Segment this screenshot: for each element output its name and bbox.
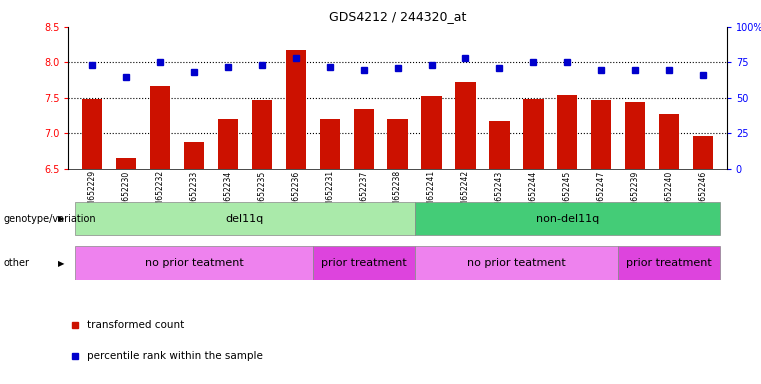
Text: other: other	[4, 258, 30, 268]
Title: GDS4212 / 244320_at: GDS4212 / 244320_at	[329, 10, 466, 23]
Text: ▶: ▶	[58, 214, 65, 223]
Text: transformed count: transformed count	[87, 321, 184, 331]
Text: prior treatment: prior treatment	[626, 258, 712, 268]
Bar	[387, 119, 408, 169]
Bar	[184, 142, 204, 169]
Text: percentile rank within the sample: percentile rank within the sample	[87, 351, 263, 361]
Text: no prior teatment: no prior teatment	[145, 258, 244, 268]
Bar	[591, 100, 611, 169]
Bar	[75, 202, 415, 235]
Bar	[455, 81, 476, 169]
Bar	[693, 136, 713, 169]
Bar	[659, 114, 680, 169]
Bar	[75, 247, 313, 280]
Bar	[523, 99, 543, 169]
Bar	[354, 109, 374, 169]
Bar	[415, 247, 618, 280]
Bar	[320, 119, 340, 169]
Bar	[557, 95, 578, 169]
Bar	[415, 202, 720, 235]
Text: del11q: del11q	[226, 214, 264, 224]
Text: ▶: ▶	[58, 258, 65, 268]
Text: genotype/variation: genotype/variation	[4, 214, 97, 224]
Bar	[285, 50, 306, 169]
Text: non-del11q: non-del11q	[536, 214, 599, 224]
Bar	[489, 121, 510, 169]
Bar	[625, 102, 645, 169]
Bar	[150, 86, 170, 169]
Bar	[82, 99, 103, 169]
Bar	[313, 247, 415, 280]
Bar	[422, 96, 441, 169]
Text: prior treatment: prior treatment	[321, 258, 406, 268]
Bar	[618, 247, 720, 280]
Bar	[252, 100, 272, 169]
Bar	[116, 158, 136, 169]
Text: no prior teatment: no prior teatment	[467, 258, 565, 268]
Bar	[218, 119, 238, 169]
